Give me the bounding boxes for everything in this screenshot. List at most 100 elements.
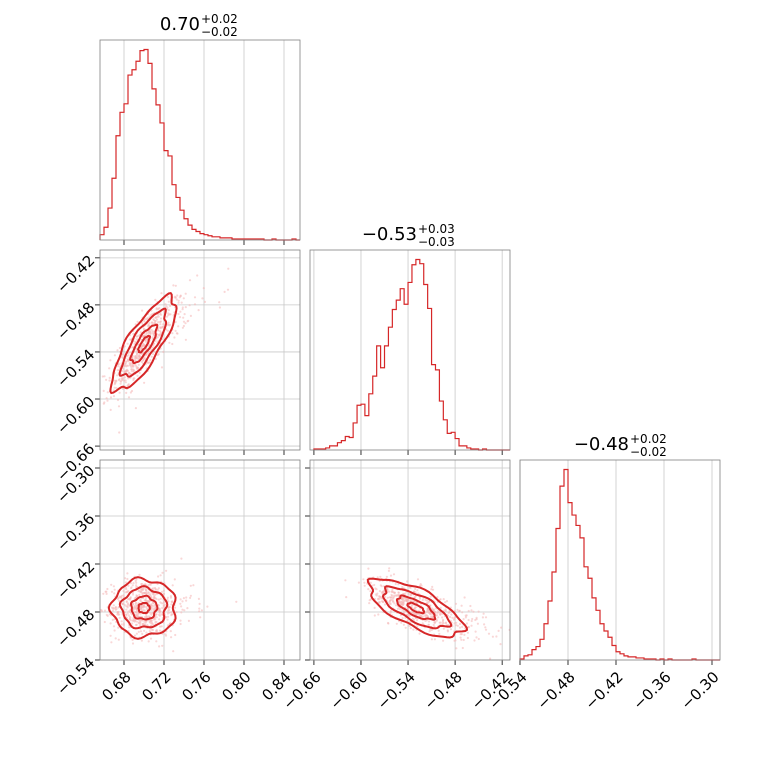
xticks-col1-label-1: 0.72 <box>138 668 174 704</box>
joint-p1-p3-point <box>128 610 132 614</box>
joint-p1-p3-point <box>135 623 138 626</box>
joint-p2-p3-point <box>369 581 372 585</box>
joint-p1-p3-point <box>171 584 174 587</box>
joint-p2-p3-point <box>446 629 449 632</box>
joint-p1-p2-point <box>124 381 127 384</box>
joint-p2-p3-point <box>437 611 440 614</box>
joint-p1-p3-point <box>182 597 185 600</box>
joint-p1-p3-contour-1 <box>118 585 169 630</box>
joint-p1-p3-point <box>143 629 146 632</box>
joint-p1-p3-point <box>117 626 120 629</box>
joint-p2-p3-point <box>391 590 394 593</box>
joint-p1-p2-point <box>101 375 104 378</box>
joint-p1-p2-point <box>109 396 113 399</box>
joint-p1-p2-point <box>152 322 155 325</box>
joint-p2-p3-point <box>531 637 533 639</box>
joint-p2-p3-point <box>510 629 512 631</box>
joint-p1-p3-point <box>167 600 170 603</box>
joint-p1-p3-point <box>135 578 138 581</box>
joint-p2-p3-point <box>373 583 376 587</box>
title-p2-sub: −0.03 <box>418 235 455 249</box>
joint-p1-p3-point <box>122 589 125 593</box>
joint-p1-p3-point <box>132 617 135 620</box>
joint-p1-p2-point <box>132 365 135 368</box>
hist-p2-series <box>313 258 510 451</box>
xticks-col3-label-3: −0.36 <box>630 668 675 713</box>
joint-p1-p2-point <box>135 366 138 369</box>
joint-p1-p3-point <box>192 584 195 587</box>
joint-p1-p3-point <box>140 605 143 608</box>
joint-p1-p2-point <box>152 319 155 322</box>
joint-p1-p3-point <box>206 605 209 608</box>
joint-p1-p2-point <box>124 362 127 365</box>
joint-p1-p2-point <box>150 355 153 358</box>
joint-p2-p3-point <box>444 608 447 611</box>
joint-p1-p2-point <box>102 402 105 405</box>
joint-p1-p2-point <box>166 329 169 332</box>
joint-p2-p3-point <box>385 575 388 578</box>
joint-p1-p2-point <box>142 357 145 360</box>
xticks-col1-label-2: 0.76 <box>178 668 214 704</box>
joint-p1-p2-point <box>174 329 177 332</box>
histogram-panel-p1: 0.70 +0.02 −0.02 <box>99 12 301 245</box>
joint-p1-p3-point <box>166 612 169 615</box>
joint-p1-p2-point <box>174 320 177 324</box>
joint-p2-p3-point <box>416 578 420 581</box>
joint-p2-p3-point <box>400 621 403 624</box>
joint-p2-p3-point <box>531 624 533 626</box>
joint-p2-p3-point <box>445 600 449 603</box>
joint-p1-p3-point <box>141 619 144 622</box>
joint-p1-p3-point <box>166 615 170 618</box>
joint-p1-p2-point <box>105 397 108 400</box>
joint-p1-p3-point <box>165 569 168 572</box>
joint-p1-p2-point <box>119 382 122 385</box>
joint-p2-p3-point <box>369 590 372 593</box>
joint-p2-p3-point <box>433 621 436 624</box>
joint-p1-p2-point <box>202 287 205 290</box>
joint-p1-p3-point <box>113 592 116 595</box>
joint-p1-p3-point <box>122 594 125 597</box>
joint-p2-p3-plot-area <box>344 567 533 660</box>
joint-p2-p3-point <box>362 578 365 581</box>
joint-p2-p3-point <box>472 610 475 613</box>
joint-p1-p2-point <box>203 300 207 303</box>
joint-p2-p3-point <box>415 619 419 622</box>
joint-p1-p2-point <box>141 359 145 362</box>
joint-p1-p2-point <box>143 328 146 331</box>
joint-p1-p2-point <box>223 290 226 293</box>
joint-p2-p3-point <box>367 567 370 570</box>
joint-p1-p2-point <box>137 363 140 366</box>
joint-p1-p2-point <box>168 324 171 327</box>
joint-p1-p2-point <box>125 360 128 363</box>
joint-p1-p2-point <box>109 359 112 362</box>
joint-p1-p3-point <box>139 588 142 591</box>
joint-p1-p2-point <box>141 345 145 348</box>
joint-p1-p3-point <box>109 622 112 625</box>
joint-p2-p3-point <box>399 600 402 603</box>
joint-p1-p2-point <box>132 378 135 382</box>
joint-p1-p2-point <box>167 295 170 299</box>
joint-p2-p3-point <box>464 614 467 617</box>
joint-p1-p2-point <box>159 326 162 329</box>
joint-p2-p3-point <box>444 622 448 625</box>
joint-p1-p3-point <box>159 625 162 628</box>
joint-p1-p3-point <box>147 591 150 594</box>
joint-p1-p3-point <box>155 640 158 643</box>
joint-p1-p2-contour-1 <box>118 307 168 378</box>
joint-p2-p3-point <box>474 618 477 622</box>
joint-p1-p3-point <box>142 609 145 612</box>
joint-p2-p3-point <box>487 632 491 635</box>
joint-p2-p3-point <box>363 584 366 587</box>
joint-p1-p3-point <box>139 630 143 633</box>
joint-p1-p2-point <box>184 338 187 341</box>
joint-p1-p3-point <box>131 622 134 625</box>
joint-p1-p3-point <box>125 613 128 616</box>
joint-p1-p3-point <box>189 584 192 587</box>
joint-p1-p2-point <box>129 338 132 341</box>
joint-p1-p2-point <box>147 323 150 326</box>
joint-p1-p2-point <box>182 297 185 300</box>
joint-p1-p2-point <box>113 354 116 357</box>
joint-p1-p2-point <box>153 350 156 353</box>
joint-p2-p3-point <box>439 613 442 616</box>
joint-p1-p3-point <box>179 619 182 622</box>
